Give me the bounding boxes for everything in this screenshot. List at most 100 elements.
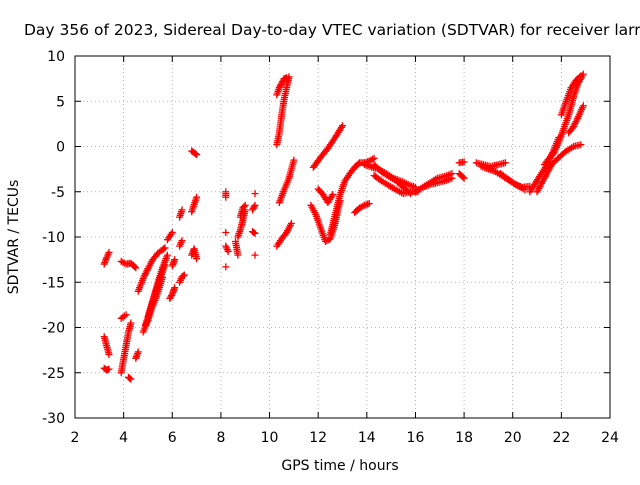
- x-tick-label: 24: [601, 430, 619, 446]
- data-series-s03: [100, 364, 113, 374]
- data-point-markers: [455, 158, 468, 167]
- chart-title: Day 356 of 2023, Sidereal Day-to-day VTE…: [24, 21, 640, 39]
- data-series-s17: [176, 271, 188, 286]
- data-series-s16: [176, 206, 186, 221]
- data-point-markers: [351, 200, 373, 217]
- data-point-markers: [251, 190, 259, 198]
- data-point-markers: [497, 170, 534, 191]
- data-series-s30: [249, 228, 259, 237]
- data-point-markers: [273, 73, 293, 149]
- y-tick-label: -25: [42, 366, 65, 382]
- data-point-markers: [309, 122, 346, 171]
- data-series-s55: [557, 72, 585, 119]
- data-point-markers: [134, 244, 169, 295]
- data-point-markers: [188, 193, 201, 216]
- data-series-s39: [314, 185, 337, 207]
- data-series-s48: [455, 170, 468, 182]
- data-series-s21: [188, 245, 201, 263]
- data-series-s47: [455, 158, 468, 167]
- x-tick-label: 2: [71, 430, 80, 446]
- data-series-s54: [540, 70, 587, 169]
- data-series-s13: [163, 229, 176, 244]
- data-point-markers: [168, 256, 179, 270]
- data-point-markers: [132, 348, 142, 362]
- data-series-s19: [188, 193, 201, 216]
- y-tick-label: 5: [56, 94, 65, 110]
- x-tick-label: 14: [358, 430, 376, 446]
- data-point-markers: [273, 219, 295, 250]
- data-series-s41: [351, 200, 373, 217]
- data-point-markers: [314, 185, 337, 207]
- data-series-s37: [309, 122, 346, 171]
- gridlines: [75, 56, 610, 418]
- data-point-markers: [222, 229, 230, 236]
- data-series-s32: [251, 190, 259, 198]
- y-tick-label: 0: [56, 140, 65, 156]
- x-tick-label: 10: [261, 430, 279, 446]
- data-series-s25: [222, 242, 232, 255]
- y-axis-label: SDTVAR / TECUs: [6, 180, 22, 295]
- data-series-s53: [533, 141, 585, 196]
- data-point-markers: [176, 206, 186, 221]
- data-point-markers: [222, 188, 230, 201]
- data-series-s18: [176, 237, 186, 250]
- y-tick-label: -5: [51, 185, 65, 201]
- x-tick-label: 6: [168, 430, 177, 446]
- data-point-markers: [232, 238, 242, 259]
- data-point-markers: [222, 263, 230, 271]
- data-series-s46: [419, 170, 456, 191]
- data-series-s07: [125, 373, 135, 383]
- data-series-s09: [134, 244, 169, 295]
- data-point-markers: [117, 319, 135, 377]
- data-point-markers: [533, 141, 585, 196]
- data-points: [100, 70, 587, 383]
- data-point-markers: [166, 284, 179, 302]
- data-series-s02: [100, 333, 113, 359]
- data-point-markers: [176, 271, 188, 286]
- x-tick-label: 20: [504, 430, 522, 446]
- data-point-markers: [176, 237, 186, 250]
- x-axis-label: GPS time / hours: [281, 458, 398, 474]
- data-series-s24: [222, 263, 230, 271]
- data-point-markers: [117, 311, 130, 322]
- data-series-s34: [273, 74, 291, 99]
- x-tick-label: 12: [309, 430, 327, 446]
- data-point-markers: [565, 102, 587, 137]
- data-series-s33: [273, 73, 293, 149]
- data-point-markers: [251, 251, 259, 259]
- data-point-markers: [188, 245, 201, 263]
- data-series-s28: [236, 201, 249, 221]
- data-series-s31: [251, 251, 259, 259]
- data-point-markers: [370, 161, 415, 198]
- data-point-markers: [163, 229, 176, 244]
- data-point-markers: [188, 147, 201, 159]
- data-point-markers: [100, 333, 113, 359]
- data-series-s05: [117, 319, 135, 377]
- x-tick-label: 16: [407, 430, 425, 446]
- data-series-s08: [132, 348, 142, 362]
- data-point-markers: [249, 228, 259, 237]
- data-series-s12: [144, 251, 171, 321]
- y-tick-label: -10: [42, 230, 65, 246]
- x-tick-label: 8: [216, 430, 225, 446]
- data-point-markers: [540, 70, 587, 169]
- y-tick-label: -15: [42, 275, 65, 291]
- x-tick-label: 22: [552, 430, 570, 446]
- data-series-s22: [222, 188, 230, 201]
- data-series-s06: [117, 311, 130, 322]
- data-point-markers: [125, 373, 135, 383]
- data-point-markers: [455, 170, 468, 182]
- data-series-s04: [117, 257, 140, 272]
- y-tick-label: 10: [47, 49, 65, 65]
- data-series-s01: [100, 248, 113, 268]
- data-point-markers: [222, 242, 232, 255]
- data-series-s26: [232, 238, 242, 259]
- data-series-s15: [168, 256, 179, 270]
- data-series-s51: [497, 170, 534, 191]
- data-series-s20: [188, 147, 201, 159]
- data-series-s56: [565, 102, 587, 137]
- data-series-s35: [273, 219, 295, 250]
- data-point-markers: [144, 251, 171, 321]
- x-tick-label: 18: [455, 430, 473, 446]
- data-point-markers: [419, 170, 456, 191]
